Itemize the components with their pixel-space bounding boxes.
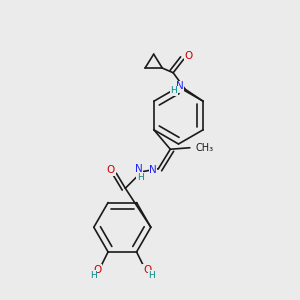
Text: O: O — [143, 265, 151, 275]
Text: O: O — [93, 265, 102, 275]
Text: CH₃: CH₃ — [195, 143, 213, 153]
Text: H: H — [90, 271, 96, 280]
Text: N: N — [149, 165, 157, 175]
Text: H: H — [148, 271, 155, 280]
Text: N: N — [135, 164, 143, 174]
Text: O: O — [107, 165, 115, 175]
Text: H: H — [137, 173, 144, 182]
Text: O: O — [184, 51, 192, 61]
Text: H: H — [170, 86, 177, 95]
Text: N: N — [176, 81, 184, 91]
